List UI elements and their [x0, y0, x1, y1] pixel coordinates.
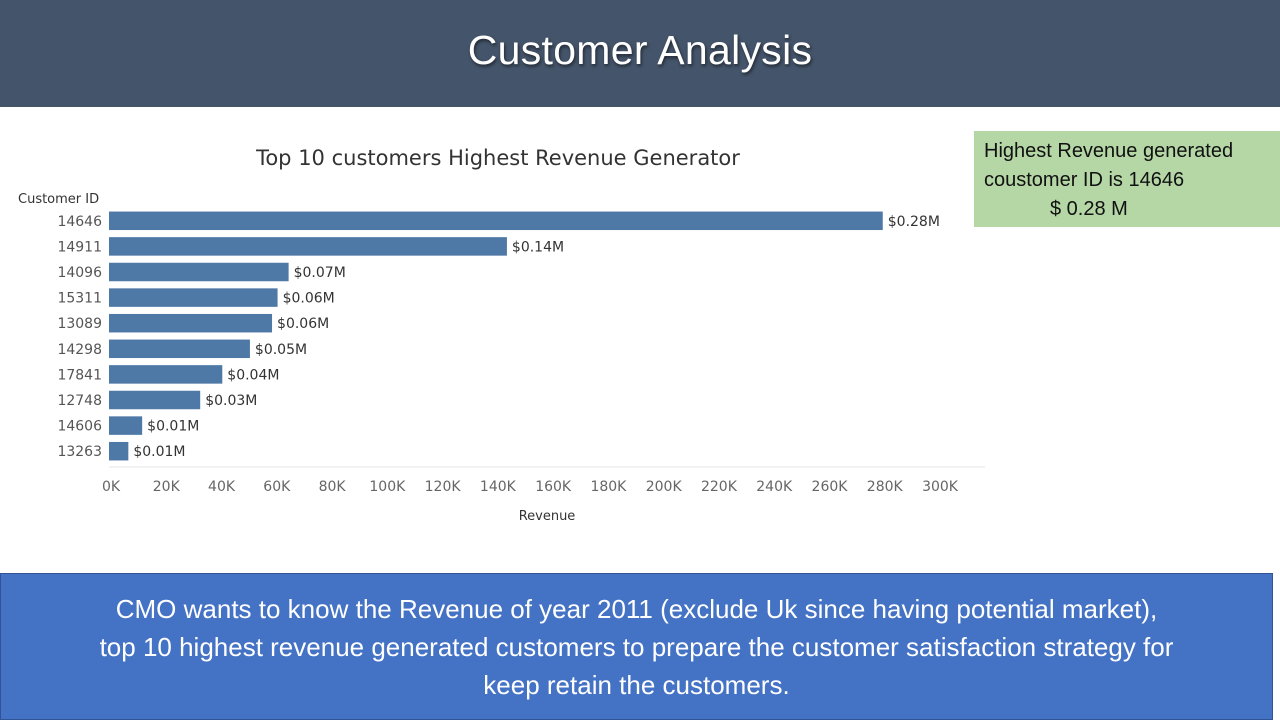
x-tick-label: 40K: [208, 479, 236, 495]
note-line-2: top 10 highest revenue generated custome…: [99, 631, 1174, 662]
x-tick-label: 160K: [535, 479, 572, 495]
header-banner: Customer Analysis: [0, 0, 1280, 107]
bar: [109, 211, 883, 231]
x-tick-label: 240K: [756, 479, 793, 495]
bar: [109, 237, 507, 256]
x-tick-label: 220K: [701, 479, 738, 495]
chart-title: Top 10 customers Highest Revenue Generat…: [255, 146, 740, 170]
x-tick-label: 60K: [263, 479, 291, 495]
bar: [109, 313, 273, 333]
callout-amount: $ 0.28 M: [1050, 198, 1128, 220]
y-tick-label: 13263: [57, 444, 102, 460]
y-tick-label: 12748: [57, 393, 102, 409]
chart-svg: Top 10 customers Highest Revenue Generat…: [18, 146, 985, 524]
y-tick-label: 14911: [57, 239, 102, 255]
data-label: $0.06M: [283, 291, 335, 307]
data-label: $0.05M: [255, 342, 307, 358]
x-tick-label: 180K: [590, 479, 627, 495]
data-label: $0.14M: [512, 239, 564, 255]
y-tick-label: 14096: [57, 265, 102, 281]
data-label: $0.28M: [888, 214, 940, 230]
x-tick-label: 20K: [153, 479, 181, 495]
bar: [109, 365, 223, 384]
x-tick-label: 140K: [480, 479, 517, 495]
page-title: Customer Analysis: [467, 27, 813, 73]
callout-line-2: coustomer ID is 14646: [984, 169, 1185, 191]
x-tick-label: 260K: [812, 479, 849, 495]
data-label: $0.01M: [147, 419, 199, 435]
bar: [109, 390, 201, 410]
x-tick-label: 100K: [369, 479, 406, 495]
bar: [109, 339, 250, 359]
data-label: $0.01M: [133, 444, 185, 460]
x-axis-title: Revenue: [519, 509, 576, 524]
revenue-bar-chart: Top 10 customers Highest Revenue Generat…: [0, 135, 1000, 535]
y-axis-title: Customer ID: [18, 192, 99, 207]
plot-area: 14646 $0.28M 14911 $0.14M 14096 $0.07M 15311 $0…: [57, 211, 985, 495]
y-tick-label: 14298: [57, 342, 102, 358]
highest-revenue-callout: Highest Revenue generated coustomer ID i…: [974, 131, 1280, 227]
bar: [109, 441, 129, 461]
note-line-3: keep retain the customers.: [483, 669, 790, 700]
bar: [109, 416, 143, 435]
x-tick-label: 280K: [867, 479, 904, 495]
data-label: $0.03M: [205, 393, 257, 409]
cmo-requirement-note: CMO wants to know the Revenue of year 20…: [0, 573, 1273, 720]
y-tick-label: 13089: [57, 316, 102, 332]
bar: [109, 288, 278, 307]
x-tick-label: 200K: [646, 479, 683, 495]
data-label: $0.04M: [227, 367, 279, 383]
x-tick-label: 300K: [922, 479, 959, 495]
y-tick-label: 14606: [57, 419, 102, 435]
y-tick-label: 15311: [57, 291, 102, 307]
data-label: $0.06M: [277, 316, 329, 332]
data-label: $0.07M: [294, 265, 346, 281]
note-line-1: CMO wants to know the Revenue of year 20…: [115, 593, 1158, 624]
y-tick-label: 14646: [57, 214, 102, 230]
x-tick-label: 120K: [425, 479, 462, 495]
callout-line-1: Highest Revenue generated: [984, 140, 1234, 162]
y-tick-label: 17841: [57, 367, 102, 383]
bar: [109, 262, 289, 282]
x-tick-label: 0K: [102, 479, 121, 495]
x-tick-label: 80K: [319, 479, 347, 495]
